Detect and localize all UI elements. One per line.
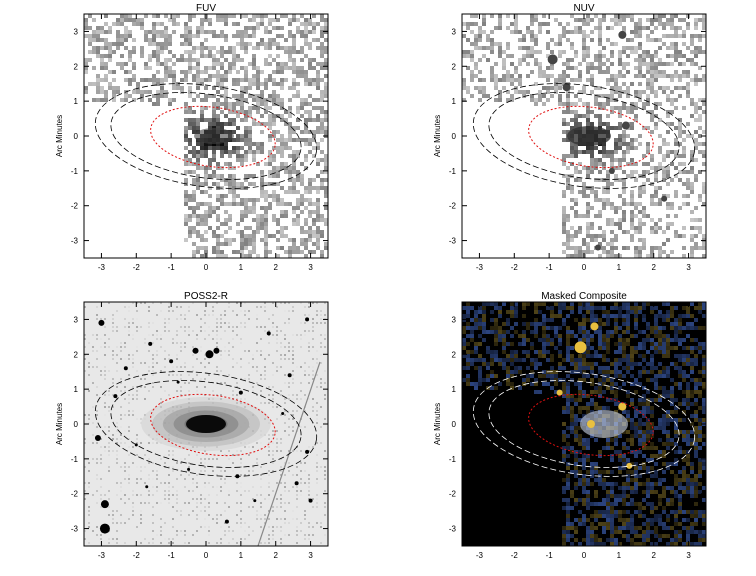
y-tick-label: -2 [449, 490, 457, 499]
y-tick-label: 0 [452, 420, 457, 429]
x-tick-label: -1 [546, 263, 554, 272]
y-tick-label: 3 [452, 315, 457, 324]
outer-ellipse [472, 371, 696, 477]
x-tick-label: 1 [617, 263, 622, 272]
outer-ellipse [94, 371, 318, 477]
y-axis-label: Arc Minutes [55, 115, 64, 157]
inner-ellipse [150, 393, 276, 457]
inner-ellipse [150, 105, 276, 169]
y-tick-label: 0 [74, 420, 79, 429]
middle-ellipse [110, 92, 302, 180]
x-tick-label: -1 [168, 551, 176, 560]
y-tick-label: 2 [452, 62, 457, 71]
x-tick-label: 3 [308, 551, 313, 560]
x-tick-label: 2 [651, 551, 656, 560]
y-tick-label: 1 [452, 385, 457, 394]
y-tick-label: -3 [71, 525, 79, 534]
x-tick-label: 1 [239, 263, 244, 272]
y-tick-label: 0 [74, 132, 79, 141]
y-tick-label: -1 [71, 455, 79, 464]
x-tick-label: 1 [617, 551, 622, 560]
x-tick-label: -2 [511, 551, 519, 560]
y-tick-label: -1 [71, 167, 79, 176]
x-tick-label: -2 [133, 551, 141, 560]
y-tick-label: 2 [74, 62, 79, 71]
y-tick-label: 3 [74, 27, 79, 36]
x-tick-label: -2 [511, 263, 519, 272]
y-tick-label: 0 [452, 132, 457, 141]
x-tick-label: -2 [133, 263, 141, 272]
x-tick-label: 0 [582, 551, 587, 560]
y-tick-label: -3 [71, 237, 79, 246]
panel-image [462, 302, 706, 546]
inner-ellipse [528, 393, 654, 457]
panel-image [84, 302, 328, 546]
y-tick-label: -1 [449, 167, 457, 176]
x-tick-label: -3 [98, 551, 106, 560]
inner-ellipse [528, 105, 654, 169]
x-tick-label: -1 [546, 551, 554, 560]
panel-image [84, 14, 328, 258]
y-tick-label: -2 [71, 202, 79, 211]
y-tick-label: 1 [452, 97, 457, 106]
y-tick-label: 2 [452, 350, 457, 359]
middle-ellipse [110, 380, 302, 468]
y-tick-label: 3 [452, 27, 457, 36]
x-tick-label: -3 [98, 263, 106, 272]
y-tick-label: 3 [74, 315, 79, 324]
x-tick-label: 3 [686, 263, 691, 272]
x-tick-label: 2 [651, 263, 656, 272]
y-axis-label: Arc Minutes [433, 115, 442, 157]
x-tick-label: 0 [204, 263, 209, 272]
y-tick-label: -1 [449, 455, 457, 464]
x-tick-label: 0 [204, 551, 209, 560]
panel-image [462, 14, 706, 258]
y-tick-label: 1 [74, 97, 79, 106]
panel-fuv: -3 -2 -1 0 1 2 3 3 2 1 0 -1 -2 -3 FUV Arc Minutes [55, 3, 329, 272]
panel-poss2r: -3 -2 -1 0 1 2 3 3 2 1 0 -1 -2 -3 POSS2-R Arc Minutes [55, 291, 329, 560]
x-tick-label: 2 [273, 263, 278, 272]
x-tick-label: -3 [476, 551, 484, 560]
x-tick-label: 2 [273, 551, 278, 560]
x-tick-label: 3 [308, 263, 313, 272]
panel-title: POSS2-R [184, 291, 228, 302]
x-tick-label: 3 [686, 551, 691, 560]
middle-ellipse [488, 380, 680, 468]
x-tick-label: -3 [476, 263, 484, 272]
y-tick-label: 1 [74, 385, 79, 394]
outer-ellipse [472, 83, 696, 189]
x-tick-label: -1 [168, 263, 176, 272]
y-axis-label: Arc Minutes [433, 403, 442, 445]
panel-nuv: -3 -2 -1 0 1 2 3 3 2 1 0 -1 -2 -3 NUV Arc Minutes [433, 3, 707, 272]
x-tick-label: 1 [239, 551, 244, 560]
panel-title: NUV [573, 3, 594, 14]
middle-ellipse [488, 92, 680, 180]
y-tick-label: -2 [449, 202, 457, 211]
panel-title: Masked Composite [541, 291, 627, 302]
y-tick-label: -2 [71, 490, 79, 499]
panel-composite: -3 -2 -1 0 1 2 3 3 2 1 0 -1 -2 -3 Masked Composite Arc … [433, 291, 707, 560]
y-tick-label: -3 [449, 525, 457, 534]
panel-title: FUV [196, 3, 216, 14]
y-tick-label: -3 [449, 237, 457, 246]
y-axis-label: Arc Minutes [55, 403, 64, 445]
outer-ellipse [94, 83, 318, 189]
y-tick-label: 2 [74, 350, 79, 359]
x-tick-label: 0 [582, 263, 587, 272]
